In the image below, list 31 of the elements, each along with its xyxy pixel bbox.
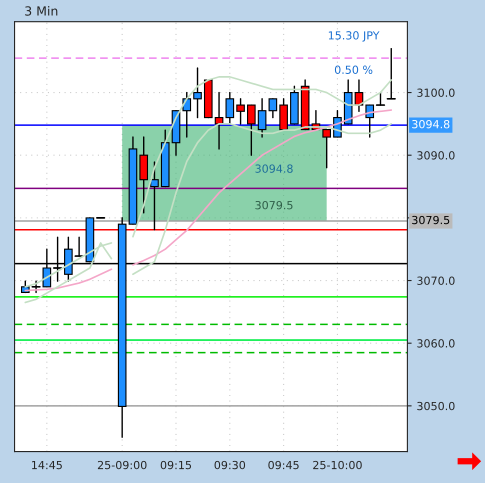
x-tick-label: 25-10:00 xyxy=(313,460,362,470)
candlestick xyxy=(268,98,278,118)
y-tick-label: 3070.0 xyxy=(417,276,455,285)
candlestick xyxy=(322,128,331,168)
y-tick-label: 3090.0 xyxy=(417,151,455,160)
candlestick xyxy=(236,98,245,125)
candlestick xyxy=(193,67,202,118)
annotation: 3079.5 xyxy=(255,200,292,210)
candlestick xyxy=(214,92,224,150)
x-tick-label: 09:15 xyxy=(160,460,192,470)
y-tick-label: 3060.0 xyxy=(417,339,455,348)
ref-line-label: 3094.8 xyxy=(412,120,450,128)
y-tick-label: 3100.0 xyxy=(417,88,455,97)
x-tick-label: 09:45 xyxy=(268,460,299,470)
candlestick xyxy=(247,104,256,156)
annotation: 0.50 % xyxy=(334,66,372,74)
annotation: 3094.8 xyxy=(255,164,293,173)
candlestick xyxy=(31,280,41,294)
y-tick-label: 3050.0 xyxy=(417,402,455,410)
x-tick-label: 14:45 xyxy=(32,460,62,470)
x-tick-label: 09:30 xyxy=(214,460,246,470)
annotation: 15.30 JPY xyxy=(328,31,380,42)
candlestick xyxy=(376,92,386,106)
x-tick-label: 25-09:00 xyxy=(98,460,147,470)
candlestick xyxy=(150,161,159,230)
candlestick xyxy=(225,92,234,125)
chart-title: 3 Min xyxy=(25,6,58,16)
candlestick xyxy=(386,48,396,100)
ref-line-label: 3079.5 xyxy=(412,216,450,224)
candlestick xyxy=(258,98,266,138)
candlestick xyxy=(354,79,364,112)
